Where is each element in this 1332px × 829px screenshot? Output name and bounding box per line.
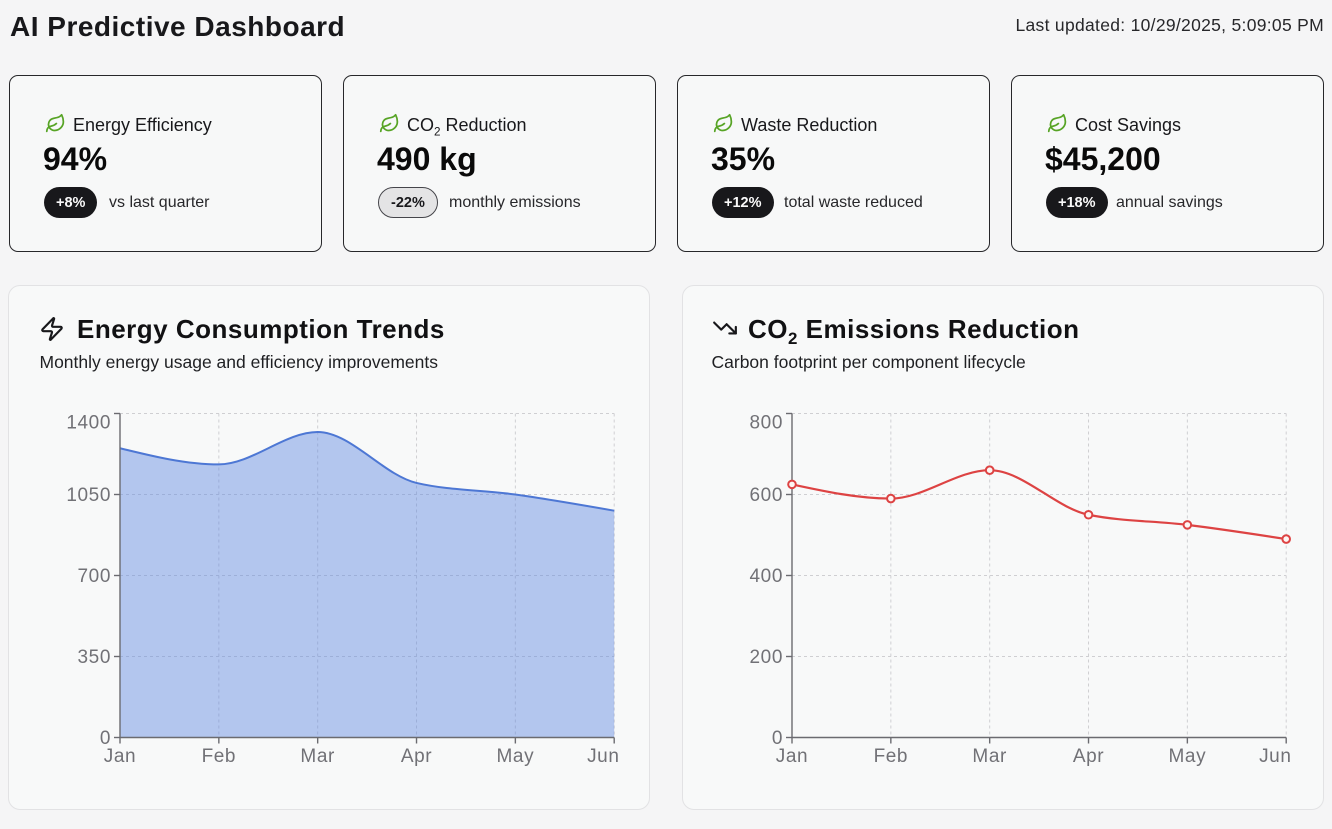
svg-text:700: 700 — [77, 566, 111, 587]
svg-text:Jun: Jun — [587, 746, 619, 767]
svg-text:Apr: Apr — [1073, 746, 1104, 767]
svg-text:Jun: Jun — [1259, 746, 1291, 767]
svg-text:350: 350 — [77, 647, 111, 668]
svg-text:Feb: Feb — [202, 746, 237, 767]
svg-text:Jan: Jan — [104, 746, 136, 767]
svg-text:600: 600 — [749, 485, 783, 506]
svg-text:Feb: Feb — [874, 746, 909, 767]
svg-text:Jan: Jan — [776, 746, 808, 767]
svg-text:1050: 1050 — [66, 485, 111, 506]
svg-text:May: May — [497, 746, 535, 767]
svg-text:400: 400 — [749, 566, 783, 587]
svg-text:0: 0 — [772, 728, 783, 749]
svg-text:1400: 1400 — [66, 413, 111, 434]
svg-text:800: 800 — [749, 413, 783, 434]
svg-text:0: 0 — [100, 728, 111, 749]
svg-text:200: 200 — [749, 647, 783, 668]
svg-text:Mar: Mar — [300, 746, 335, 767]
svg-text:May: May — [1169, 746, 1207, 767]
svg-text:Apr: Apr — [401, 746, 432, 767]
svg-text:Mar: Mar — [972, 746, 1007, 767]
